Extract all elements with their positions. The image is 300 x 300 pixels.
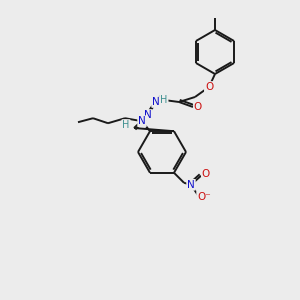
Text: H: H	[160, 95, 168, 105]
Text: N: N	[138, 116, 146, 126]
Text: O: O	[205, 82, 213, 92]
Text: N: N	[187, 180, 195, 190]
Text: O: O	[194, 102, 202, 112]
Text: H: H	[122, 120, 130, 130]
Text: O: O	[202, 169, 210, 179]
Text: N: N	[152, 97, 160, 107]
Text: N: N	[144, 110, 152, 120]
Text: O⁻: O⁻	[197, 192, 211, 202]
